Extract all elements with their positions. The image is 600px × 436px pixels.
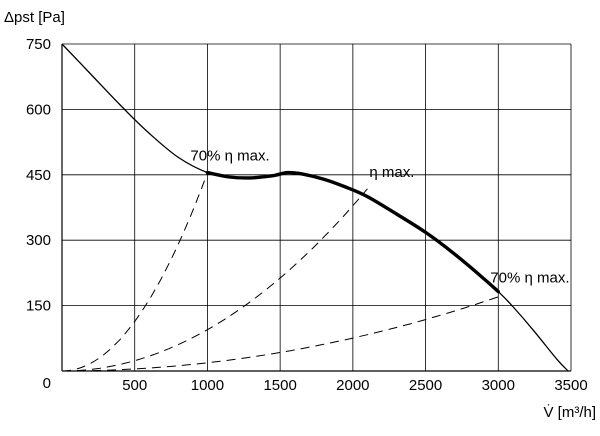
y-tick-label: 750 [26, 36, 51, 53]
efficiency-annotation: η max. [369, 164, 414, 181]
tick-labels: 0 500 1000 1500 2000 2500 3000 3500 150 300 450 600… [26, 36, 588, 394]
x-tick-label: 1500 [263, 377, 296, 394]
fan-curve-duty-range [205, 170, 500, 294]
y-tick-label: 150 [26, 298, 51, 315]
efficiency-annotation: 70% η max. [490, 270, 569, 287]
x-tick-label: 3500 [554, 377, 587, 394]
annotations: 70% η max. η max. 70% η max. [190, 148, 569, 287]
x-tick-label: 2500 [409, 377, 442, 394]
system-curve [61, 188, 368, 372]
x-tick-label: 1000 [191, 377, 224, 394]
y-tick-label: 300 [26, 232, 51, 249]
x-tick-label: 500 [122, 377, 147, 394]
origin-tick-label: 0 [43, 375, 51, 392]
y-axis-title: Δpst [Pa] [4, 9, 65, 26]
fan-curve [61, 43, 569, 372]
grid [61, 43, 572, 372]
efficiency-annotation: 70% η max. [190, 148, 269, 165]
curves [61, 43, 569, 372]
system-curve [61, 296, 499, 372]
system-curve [61, 172, 208, 372]
x-axis-title: V̇ [m³/h] [543, 404, 596, 421]
x-tick-label: 3000 [482, 377, 515, 394]
x-tick-label: 2000 [336, 377, 369, 394]
y-tick-label: 600 [26, 101, 51, 118]
y-tick-label: 450 [26, 167, 51, 184]
